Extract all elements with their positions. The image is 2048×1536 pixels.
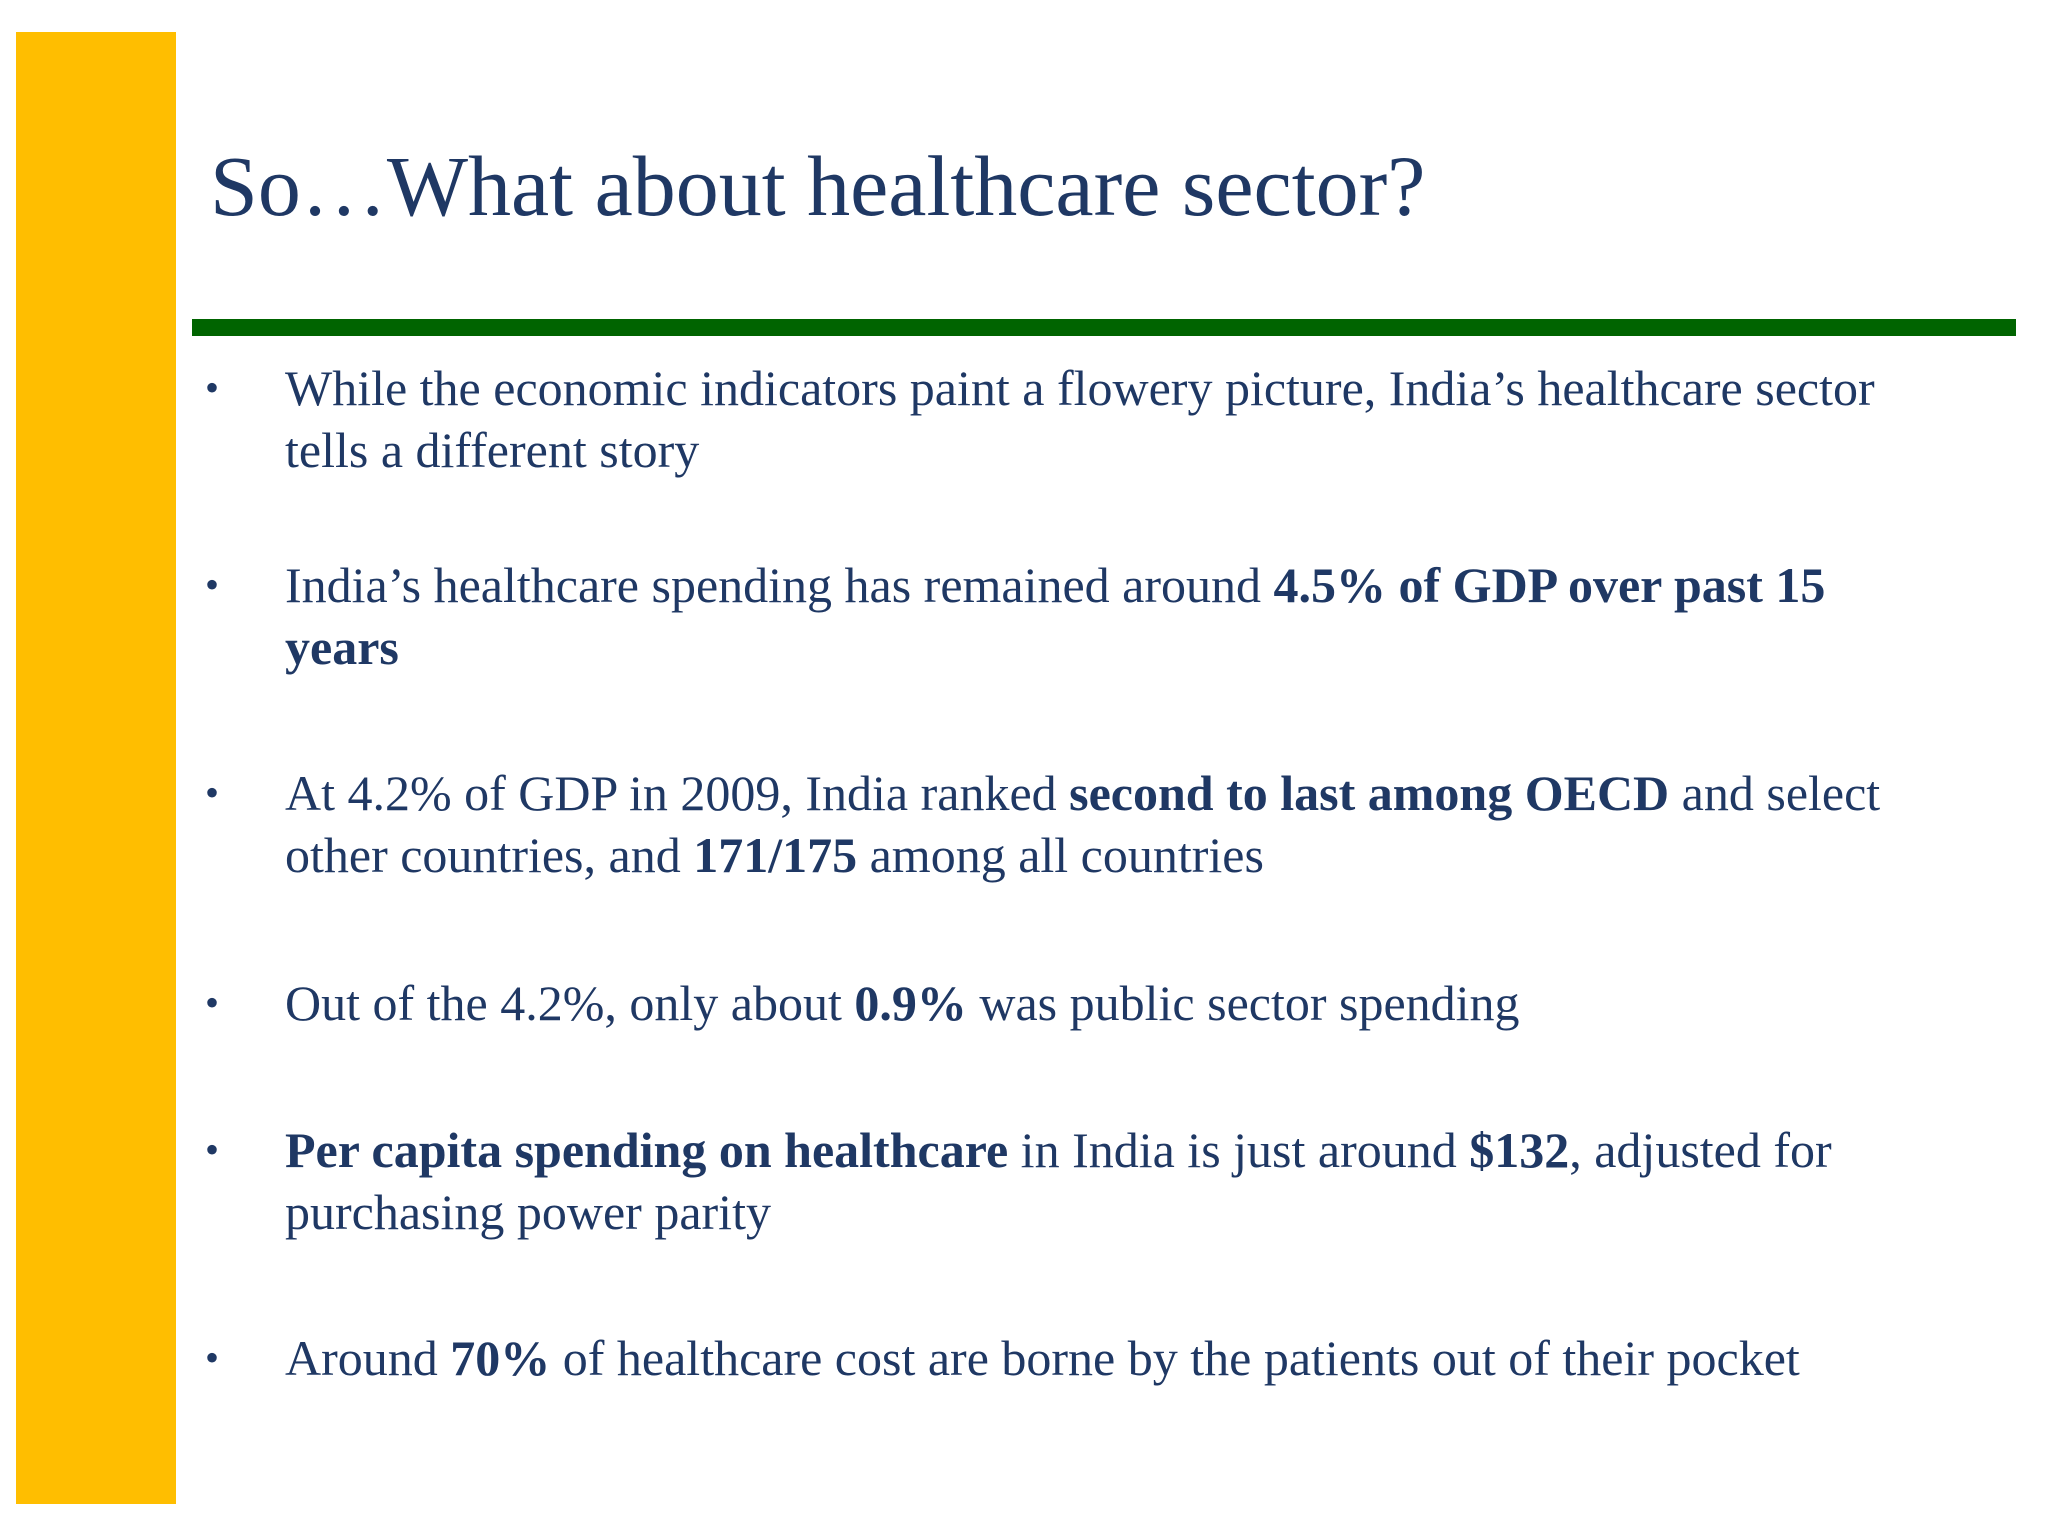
bullet-text: India’s healthcare spending has remained…: [285, 554, 1965, 678]
bullet-text: While the economic indicators paint a fl…: [285, 357, 1965, 481]
bullet-text-bold: 171/175: [693, 827, 858, 883]
bullet-text: At 4.2% of GDP in 2009, India ranked sec…: [285, 762, 1965, 886]
slide-title: So…What about healthcare sector?: [210, 138, 1426, 234]
bullet-text-plain: other countries, and: [285, 827, 694, 883]
bullet-text-bold: Per capita spending on healthcare: [285, 1122, 1009, 1178]
bullet-text-plain: India’s healthcare spending has remained…: [285, 557, 1274, 613]
bullet-text-plain: purchasing power parity: [285, 1184, 771, 1240]
bullet-text: Per capita spending on healthcare in Ind…: [285, 1119, 1965, 1243]
bullet-text-plain: Around: [285, 1330, 451, 1386]
bullet-icon: •: [205, 562, 220, 607]
bullet-text-plain: in India is just around: [1008, 1122, 1470, 1178]
bullet-text-bold: 0.9%: [854, 975, 967, 1031]
bullet-text-plain: Out of the 4.2%, only about: [285, 975, 855, 1031]
bullet-text-plain: At 4.2% of GDP in 2009, India ranked: [285, 765, 1070, 821]
bullet-text-bold: 4.5% of GDP over past 15: [1273, 557, 1826, 613]
bullet-text: Out of the 4.2%, only about 0.9% was pub…: [285, 972, 1965, 1034]
bullet-icon: •: [205, 770, 220, 815]
bullet-text-plain: was public sector spending: [966, 975, 1520, 1031]
bullet-icon: •: [205, 1335, 220, 1380]
bullet-line: While the economic indicators paint a fl…: [285, 360, 1875, 416]
bullet-icon: •: [205, 980, 220, 1025]
bullet-text-bold: 70%: [450, 1330, 551, 1386]
bullet-text-plain: and select: [1669, 765, 1881, 821]
bullet-text-plain: , adjusted for: [1569, 1122, 1832, 1178]
bullet-icon: •: [205, 365, 220, 410]
bullet-text-bold: $132: [1469, 1122, 1570, 1178]
bullet-line: tells a different story: [285, 422, 700, 478]
bullet-text-plain: of healthcare cost are borne by the pati…: [550, 1330, 1800, 1386]
title-divider: [192, 319, 2016, 336]
bullet-text: Around 70% of healthcare cost are borne …: [285, 1327, 1965, 1389]
bullet-text-plain: among all countries: [857, 827, 1264, 883]
bullet-text-bold: second to last among OECD: [1069, 765, 1670, 821]
bullet-text-bold: years: [285, 619, 399, 675]
accent-bar: [16, 32, 176, 1504]
bullet-icon: •: [205, 1127, 220, 1172]
